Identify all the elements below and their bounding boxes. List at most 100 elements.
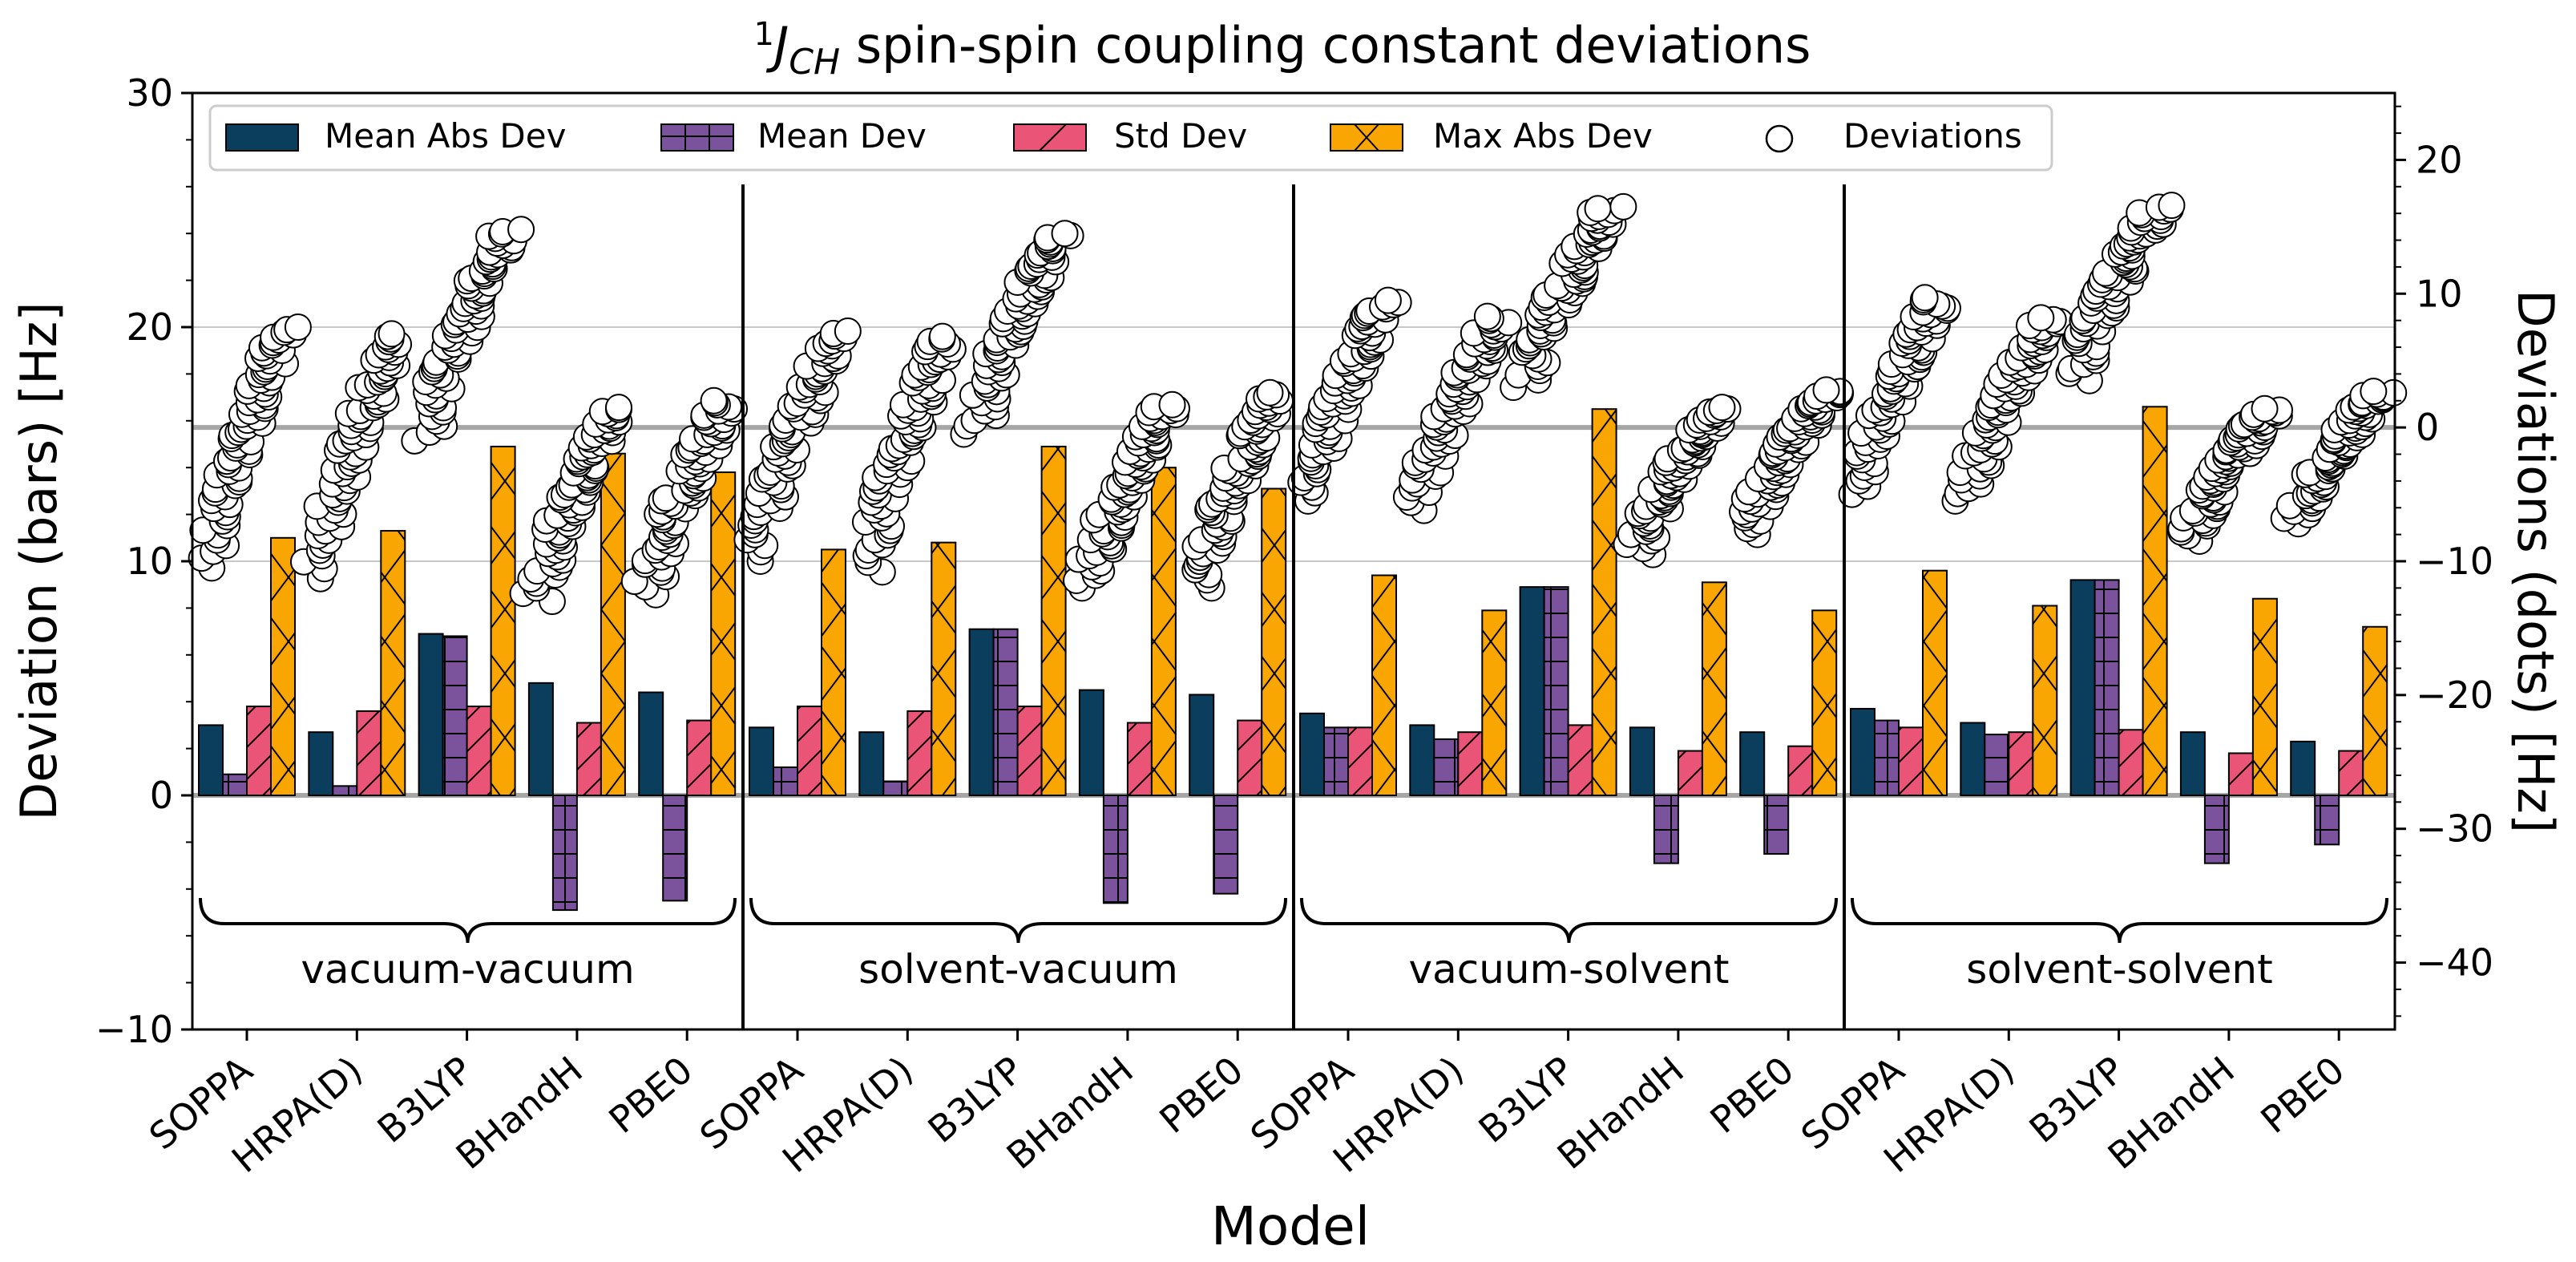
group-brace xyxy=(199,897,737,944)
deviation-dot xyxy=(604,394,632,422)
deviation-dot xyxy=(2158,192,2186,220)
bar-outline-max-abs-dev xyxy=(1371,574,1397,797)
bar-outline-mean-abs-dev xyxy=(1739,731,1766,796)
bar-outline-std-dev xyxy=(575,722,602,796)
deviation-dot xyxy=(1708,394,1736,422)
bar-outline-std-dev xyxy=(906,710,933,797)
bar-outline-std-dev xyxy=(686,719,713,796)
bar-mean-abs-dev xyxy=(1520,587,1544,795)
bar-outline-mean-abs-dev xyxy=(198,724,224,797)
bar-outline-mean-dev xyxy=(1213,795,1239,895)
right-tick-label: 0 xyxy=(2416,406,2439,449)
group-label: solvent-vacuum xyxy=(858,946,1178,993)
deviation-dot xyxy=(834,318,862,346)
deviation-dot xyxy=(700,386,728,415)
deviation-dot xyxy=(1911,284,1939,312)
legend-label-mean-abs-dev: Mean Abs Dev xyxy=(325,116,566,156)
left-tick-label: 10 xyxy=(126,540,173,583)
bar-outline-max-abs-dev xyxy=(1701,581,1727,797)
bar-outline-std-dev xyxy=(2118,729,2144,796)
group-label: solvent-solvent xyxy=(1966,946,2272,993)
bar-outline-std-dev xyxy=(1567,724,1593,797)
bar-outline-mean-abs-dev xyxy=(2290,740,2316,797)
bar-outline-max-abs-dev xyxy=(1922,569,1948,796)
bar-outline-mean-dev xyxy=(662,795,688,902)
bar-mean-abs-dev xyxy=(309,732,333,795)
bar-outline-mean-dev xyxy=(222,773,248,796)
bar-outline-mean-dev xyxy=(551,795,578,912)
bar-outline-mean-dev xyxy=(2094,579,2120,796)
group-label: vacuum-solvent xyxy=(1408,946,1729,993)
bar-outline-std-dev xyxy=(2338,750,2364,797)
left-tick-label: 30 xyxy=(126,71,173,115)
bar-outline-mean-abs-dev xyxy=(308,731,334,796)
right-tick-label: 20 xyxy=(2416,138,2463,181)
deviation-dot xyxy=(1256,378,1284,407)
bar-outline-max-abs-dev xyxy=(1811,609,1838,796)
legend-item-mean-dev: Mean Dev xyxy=(660,116,927,156)
bar-outline-mean-abs-dev xyxy=(1629,726,1655,797)
bar-outline-mean-dev xyxy=(773,766,798,797)
bar-outline-mean-dev xyxy=(2203,795,2230,864)
bar-outline-std-dev xyxy=(1016,706,1043,796)
bar-outline-max-abs-dev xyxy=(2251,597,2278,796)
bar-outline-mean-dev xyxy=(992,628,1019,796)
bar-mean-abs-dev xyxy=(1300,713,1324,795)
bar-outline-max-abs-dev xyxy=(1261,487,1287,796)
left-axis: −10 0 10 20 30 xyxy=(95,71,192,1051)
left-tick-label: −10 xyxy=(95,1008,173,1051)
bar-outline-mean-abs-dev xyxy=(527,682,554,797)
right-tick-label: 10 xyxy=(2416,272,2463,315)
deviation-dot xyxy=(378,320,406,348)
legend-swatch-mean-dev-hatch xyxy=(660,123,734,152)
bar-outline-max-abs-dev xyxy=(1481,609,1508,796)
right-tick-label: −40 xyxy=(2416,941,2493,985)
chart-title: 1JCH spin-spin coupling constant deviati… xyxy=(754,16,1811,83)
bar-mean-abs-dev xyxy=(2070,580,2095,795)
deviation-dot xyxy=(1812,376,1840,404)
bar-outline-mean-dev xyxy=(1874,719,1900,796)
right-tick-label: −10 xyxy=(2416,540,2493,583)
bar-outline-mean-dev xyxy=(1323,726,1349,797)
bar-mean-abs-dev xyxy=(1960,722,1985,795)
legend-label-deviations: Deviations xyxy=(1843,116,2022,156)
deviation-dot xyxy=(507,216,535,244)
deviation-dot xyxy=(284,313,312,341)
x-tick-label: BHandH xyxy=(2100,1048,2243,1178)
bar-mean-abs-dev xyxy=(1189,694,1214,795)
title-sup: 1 xyxy=(754,16,774,53)
legend-label-std-dev: Std Dev xyxy=(1114,116,1247,156)
right-tick-label: −30 xyxy=(2416,807,2493,851)
bar-outline-max-abs-dev xyxy=(1591,408,1617,796)
deviation-dot xyxy=(2027,304,2055,332)
legend: Mean Abs Dev Mean Dev Std Dev Max Abs De… xyxy=(208,104,2053,172)
bars xyxy=(198,406,2388,912)
deviation-dot xyxy=(1374,286,1402,314)
bar-outline-mean-dev xyxy=(2314,795,2340,846)
x-tick-label: PBE0 xyxy=(1151,1048,1251,1142)
bar-mean-abs-dev xyxy=(528,682,553,795)
bar-outline-mean-dev xyxy=(882,780,909,796)
bar-outline-max-abs-dev xyxy=(2032,605,2058,796)
bar-outline-max-abs-dev xyxy=(710,471,737,796)
bar-outline-std-dev xyxy=(1126,722,1153,796)
x-tick-label: PBE0 xyxy=(600,1048,701,1142)
bar-outline-std-dev xyxy=(797,706,822,796)
legend-swatch-std-dev-hatch xyxy=(1039,123,1067,152)
x-tick-label: BHandH xyxy=(448,1048,591,1178)
bar-outline-std-dev xyxy=(246,706,272,796)
deviation-dot xyxy=(2251,394,2279,423)
right-tick-label: −20 xyxy=(2416,673,2493,717)
bar-outline-max-abs-dev xyxy=(1040,445,1067,796)
bar-outline-max-abs-dev xyxy=(270,536,296,796)
bar-mean-abs-dev xyxy=(859,732,884,795)
deviation-dots xyxy=(188,192,2408,616)
legend-label-mean-dev: Mean Dev xyxy=(757,116,927,156)
x-tick-label: BHandH xyxy=(1549,1048,1692,1178)
left-tick-label: 0 xyxy=(150,774,173,817)
bar-outline-mean-dev xyxy=(1102,795,1129,904)
x-tick-label: PBE0 xyxy=(1702,1048,1802,1142)
bar-outline-mean-abs-dev xyxy=(2179,731,2206,796)
